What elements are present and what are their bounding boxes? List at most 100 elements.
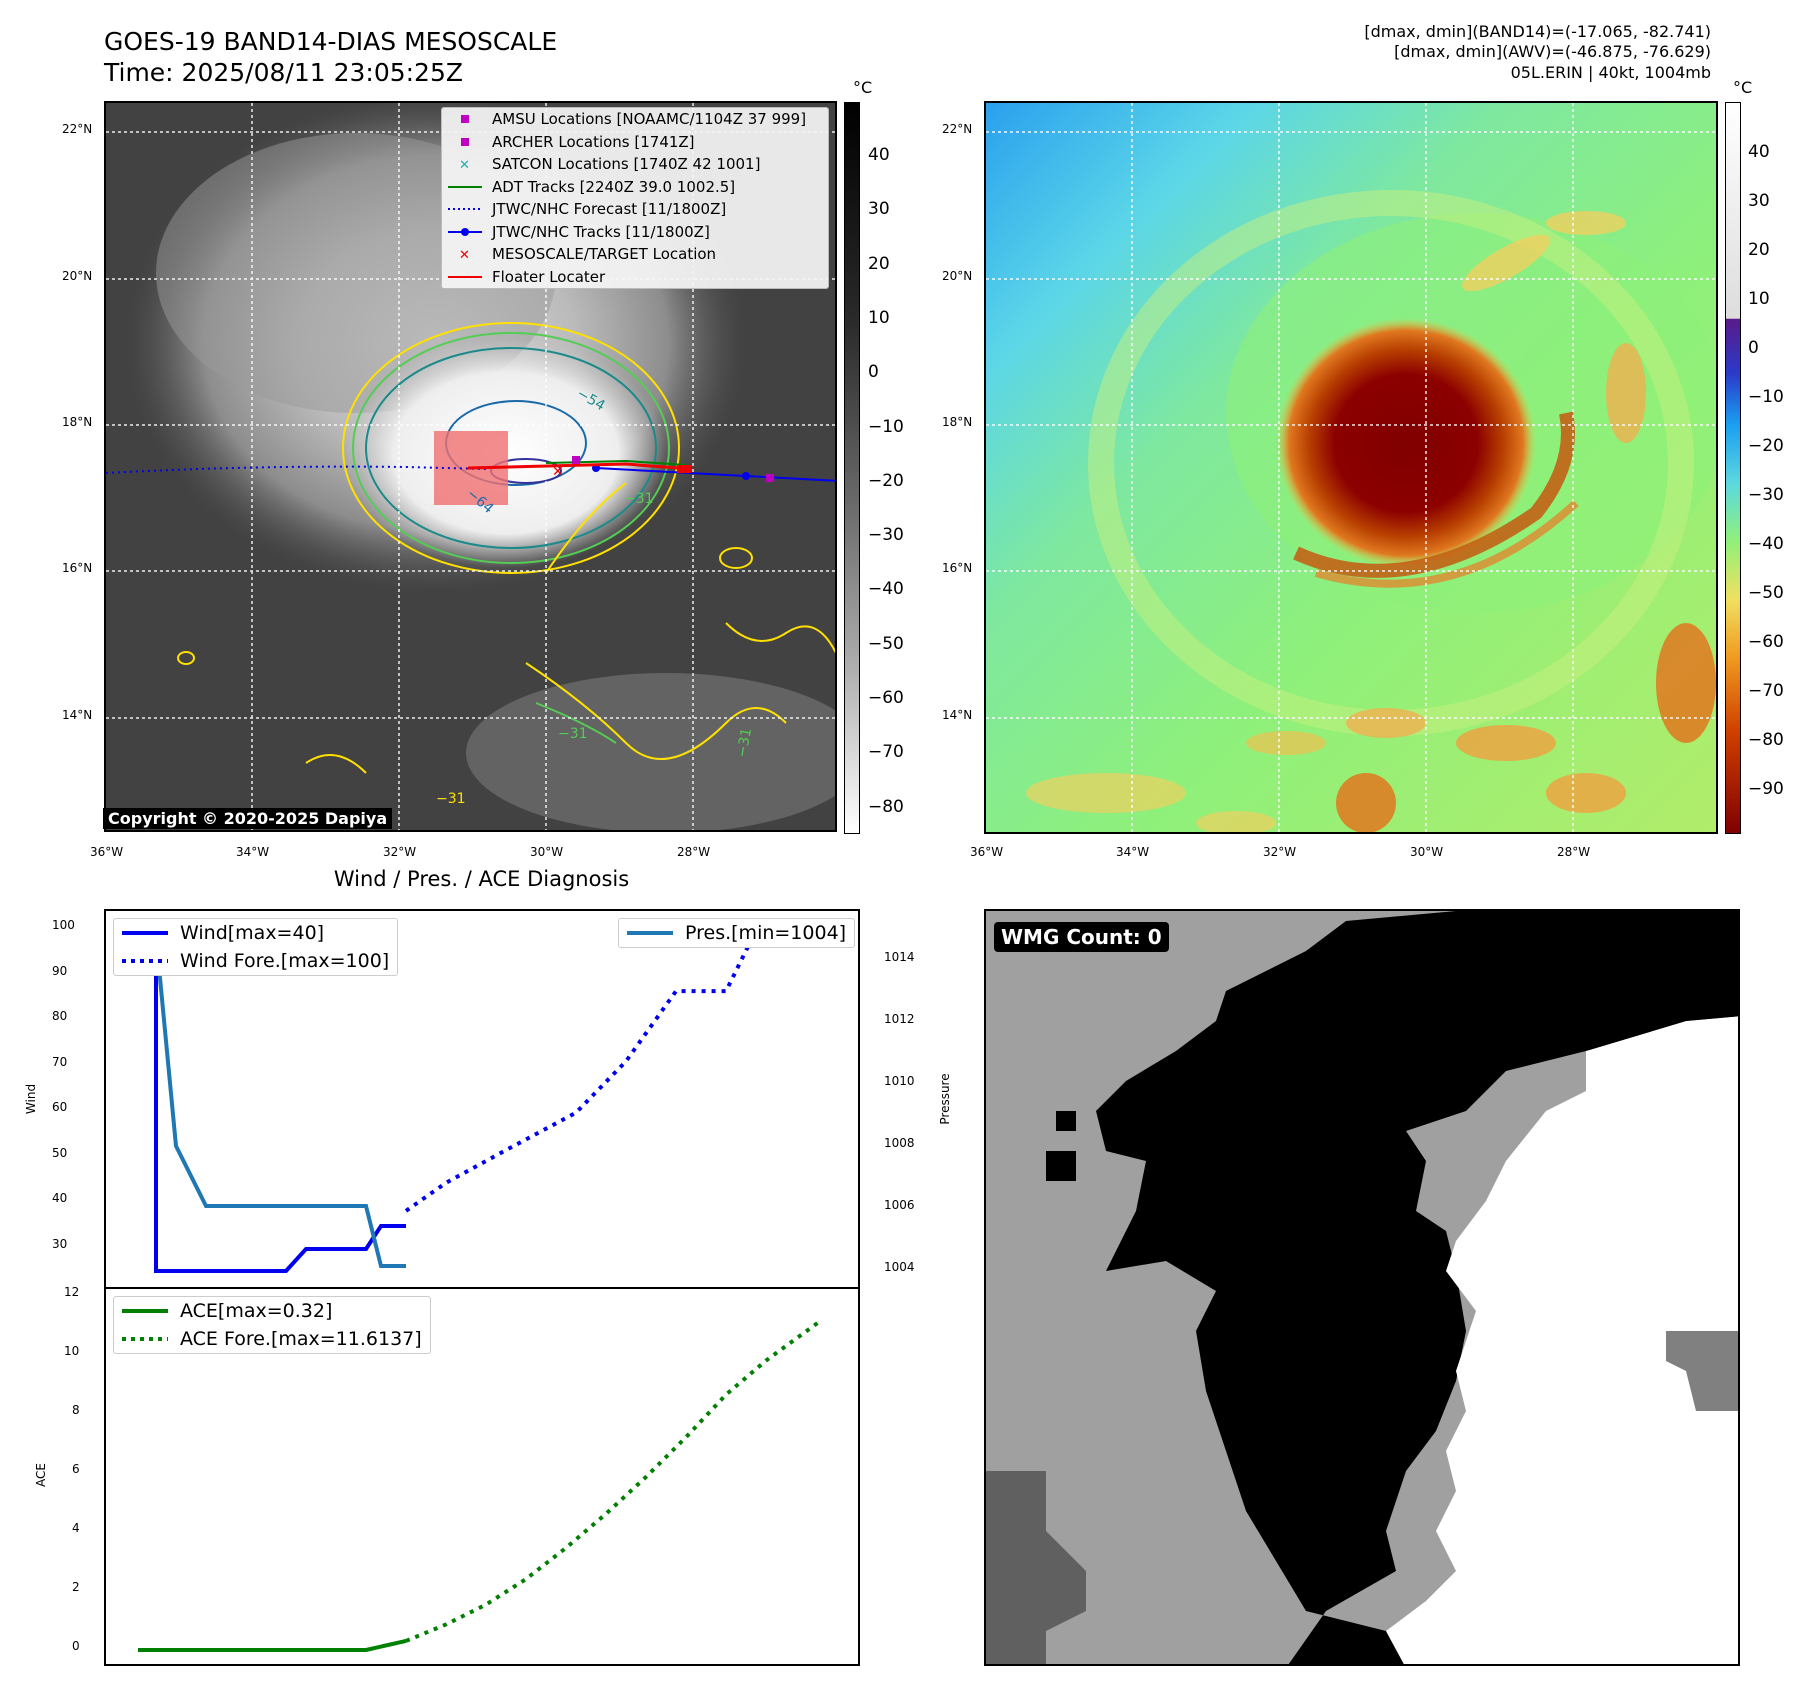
svg-text:✕: ✕ xyxy=(552,464,564,480)
wind-tick: 50 xyxy=(52,1145,68,1160)
ace-legend: ACE[max=0.32] ACE Fore.[max=11.6137] xyxy=(113,1296,431,1354)
colorbar-tick: −60 xyxy=(1748,632,1784,652)
lon-label: 28°W xyxy=(1557,845,1591,859)
awv-map-panel xyxy=(984,101,1718,834)
colorbar-tick: 10 xyxy=(1748,289,1770,309)
legend-item: JTWC/NHC Forecast [11/1800Z] xyxy=(442,198,828,221)
lon-label: 30°W xyxy=(530,845,564,859)
wind-tick: 60 xyxy=(52,1100,68,1114)
lat-label: 16°N xyxy=(942,561,973,575)
lon-label: 32°W xyxy=(383,845,417,859)
lon-label: 28°W xyxy=(677,845,711,859)
legend-item: ACE Fore.[max=11.6137] xyxy=(114,1325,430,1353)
lat-label: 14°N xyxy=(942,708,973,722)
wmg-count-badge: WMG Count: 0 xyxy=(994,922,1169,952)
colorbar-tick: −10 xyxy=(1748,387,1784,407)
legend-item: ✕ SATCON Locations [1740Z 42 1001] xyxy=(442,153,828,176)
lat-label: 22°N xyxy=(62,122,93,136)
lon-label: 32°W xyxy=(1263,845,1297,859)
contour-label: −31 xyxy=(734,727,755,759)
colorbar-tick: −10 xyxy=(868,416,904,437)
contour-label: −31 xyxy=(436,791,466,807)
colorbar-tick: −40 xyxy=(868,579,904,600)
wind-axis-label: Wind xyxy=(24,1083,38,1115)
lat-label: 22°N xyxy=(942,122,973,136)
info-line3: 05L.ERIN | 40kt, 1004mb xyxy=(1510,63,1711,82)
floater-track xyxy=(467,462,692,471)
legend-label: MESOSCALE/TARGET Location xyxy=(492,245,717,264)
map-legend: AMSU Locations [NOAAMC/1104Z 37 999] ARC… xyxy=(441,107,829,289)
legend-label: SATCON Locations [1740Z 42 1001] xyxy=(492,155,761,174)
ace-axis-label: ACE xyxy=(34,1463,48,1487)
lat-label: 18°N xyxy=(942,415,973,429)
lat-label: 20°N xyxy=(942,269,973,283)
legend-item: ADT Tracks [2240Z 39.0 1002.5] xyxy=(442,176,828,199)
wind-tick: 30 xyxy=(52,1236,68,1251)
colorbar-tick: −30 xyxy=(868,525,904,546)
grayscale-colorbar xyxy=(844,102,860,834)
colorbar-tick: −20 xyxy=(1748,436,1784,456)
info-line1: [dmax, dmin](BAND14)=(-17.065, -82.741) xyxy=(1364,22,1711,41)
legend-item: Floater Locater xyxy=(442,266,828,289)
colorbar-tick: −70 xyxy=(1748,681,1784,701)
ace-series-line xyxy=(138,1638,407,1652)
ace-tick: 12 xyxy=(64,1285,80,1299)
amsu-marker xyxy=(766,474,774,482)
contour-label: −31 xyxy=(558,726,588,742)
colorbar-tick: −50 xyxy=(1748,583,1784,603)
wind-forecast-line xyxy=(404,929,758,1213)
colorbar-tick: 10 xyxy=(868,307,890,328)
legend-label: Wind[max=40] xyxy=(180,922,325,944)
pressure-tick: 1006 xyxy=(884,1198,915,1212)
colorbar-unit: °C xyxy=(1733,78,1753,97)
ace-chart xyxy=(138,1318,823,1652)
legend-item: ARCHER Locations [1741Z] xyxy=(442,131,828,154)
legend-label: ARCHER Locations [1741Z] xyxy=(492,132,695,151)
info-line2: [dmax, dmin](AWV)=(-46.875, -76.629) xyxy=(1394,42,1711,61)
legend-label: ACE Fore.[max=11.6137] xyxy=(180,1328,422,1350)
figure-title-line1: GOES-19 BAND14-DIAS MESOSCALE xyxy=(104,27,558,56)
figure-title-line2: Time: 2025/08/11 23:05:25Z xyxy=(104,58,463,87)
colorbar-tick: 30 xyxy=(1748,191,1770,211)
colorbar-tick: 0 xyxy=(1748,338,1759,358)
wind-series-line xyxy=(138,927,406,1273)
diagnosis-title: Wind / Pres. / ACE Diagnosis xyxy=(333,867,630,891)
colorbar-tick: −90 xyxy=(1748,779,1784,799)
lon-label: 30°W xyxy=(1410,845,1444,859)
legend-label: Wind Fore.[max=100] xyxy=(180,950,390,972)
wmg-panel xyxy=(984,909,1740,1666)
pressure-tick: 1012 xyxy=(884,1012,915,1026)
pressure-tick: 1014 xyxy=(884,950,915,964)
ace-tick: 0 xyxy=(72,1639,80,1653)
lat-label: 18°N xyxy=(62,415,93,429)
colorbar-tick: −60 xyxy=(868,688,904,708)
legend-item: ACE[max=0.32] xyxy=(114,1297,430,1325)
legend-label: JTWC/NHC Forecast [11/1800Z] xyxy=(492,200,727,219)
legend-item: ✕ MESOSCALE/TARGET Location xyxy=(442,243,828,266)
legend-item: JTWC/NHC Tracks [11/1800Z] xyxy=(442,221,828,244)
ace-tick: 4 xyxy=(72,1521,80,1535)
colorbar-tick: −80 xyxy=(868,796,904,817)
pressure-tick: 1008 xyxy=(884,1136,915,1150)
wind-tick: 100 xyxy=(52,918,75,932)
wind-tick: 90 xyxy=(52,963,68,978)
legend-label: Pres.[min=1004] xyxy=(685,922,847,944)
wind-tick: 40 xyxy=(52,1191,68,1205)
colorbar-tick: 30 xyxy=(868,199,890,220)
awv-colorbar xyxy=(1725,102,1741,834)
lon-label: 34°W xyxy=(1116,845,1150,859)
contour-label: −31 xyxy=(624,491,654,507)
copyright-badge: Copyright © 2020-2025 Dapiya xyxy=(103,808,393,829)
wind-legend: Wind[max=40] Wind Fore.[max=100] xyxy=(113,918,399,976)
lon-label: 36°W xyxy=(90,845,124,859)
wind-tick: 70 xyxy=(52,1054,68,1069)
colorbar-tick: −80 xyxy=(1748,730,1784,750)
ace-tick: 10 xyxy=(64,1344,80,1358)
lat-label: 14°N xyxy=(62,708,93,722)
svg-text:✕: ✕ xyxy=(459,158,470,171)
colorbar-tick: −30 xyxy=(1748,485,1784,505)
legend-label: JTWC/NHC Tracks [11/1800Z] xyxy=(492,222,710,241)
colorbar-tick: −70 xyxy=(868,742,904,763)
awv-map-image xyxy=(986,103,1716,832)
ace-tick: 2 xyxy=(72,1580,80,1594)
